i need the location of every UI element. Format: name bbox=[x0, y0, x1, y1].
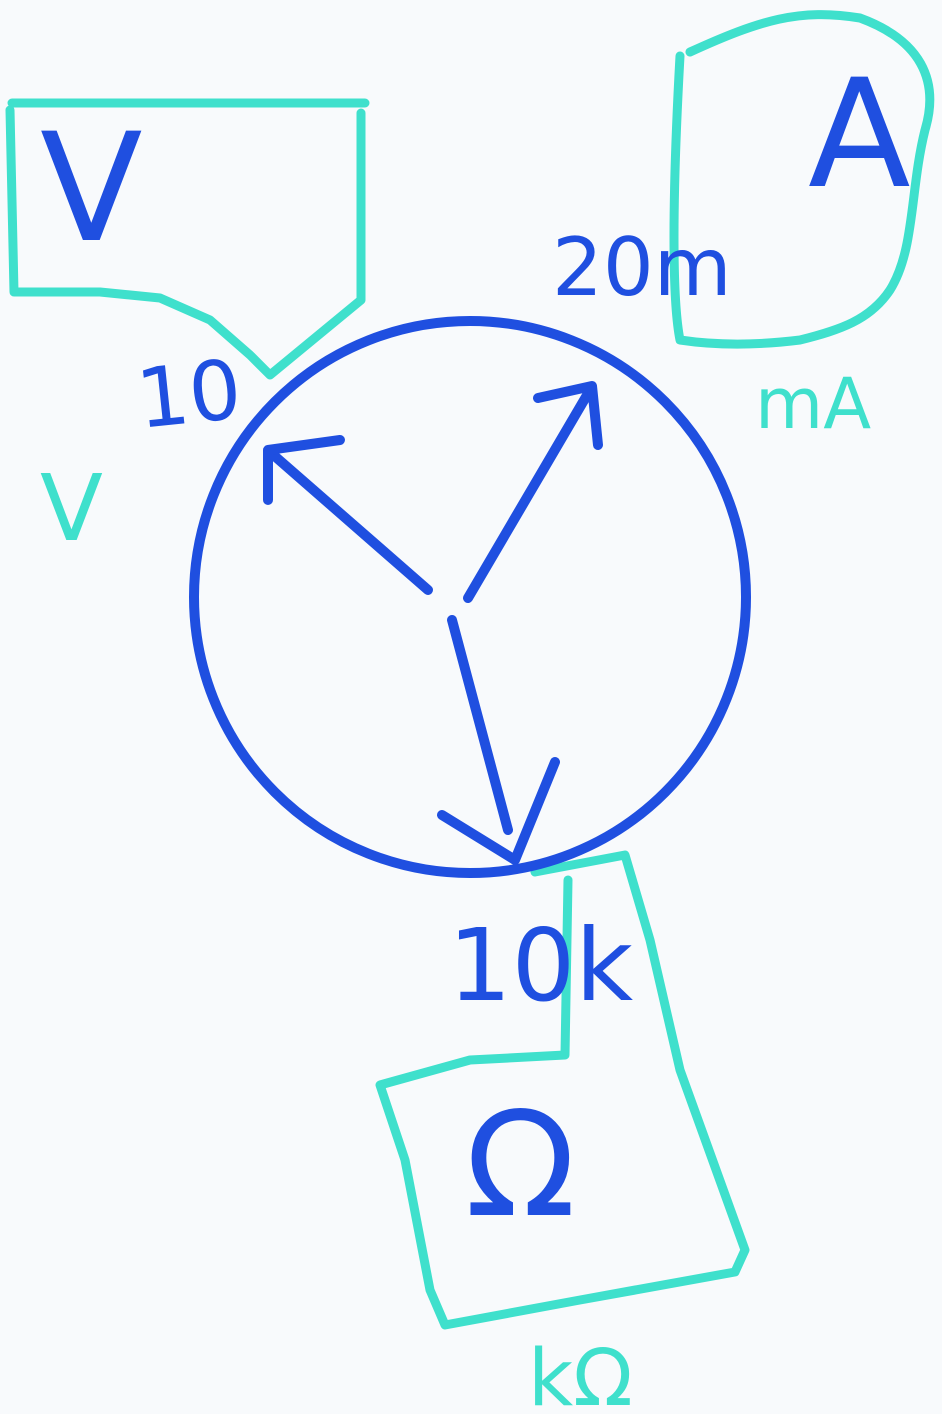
resistance-unit-label: kΩ bbox=[528, 1334, 633, 1414]
current-box-symbol: A bbox=[808, 48, 911, 222]
resistance-box-symbol: Ω bbox=[465, 1081, 576, 1250]
resistance-range-value: 10k bbox=[448, 907, 633, 1024]
current-pointer-arrow bbox=[463, 381, 603, 603]
dial-circle bbox=[189, 316, 751, 878]
voltage-range-value: 10 bbox=[132, 343, 246, 448]
resistance-callout-outline bbox=[375, 850, 750, 1330]
current-callout-outline bbox=[669, 10, 935, 349]
voltage-pointer-arrow bbox=[263, 435, 433, 595]
current-unit-label: mA bbox=[755, 363, 871, 445]
selector-dial bbox=[189, 316, 751, 878]
current-callout: A bbox=[669, 10, 935, 349]
resistance-callout: Ω bbox=[375, 850, 750, 1330]
voltage-box-symbol: V bbox=[40, 102, 143, 276]
current-range-value: 20m bbox=[552, 221, 732, 314]
resistance-pointer-arrow bbox=[437, 615, 560, 865]
voltage-callout-outline bbox=[5, 98, 370, 380]
voltage-callout: V bbox=[5, 98, 370, 380]
voltage-unit-label: V bbox=[40, 455, 103, 562]
